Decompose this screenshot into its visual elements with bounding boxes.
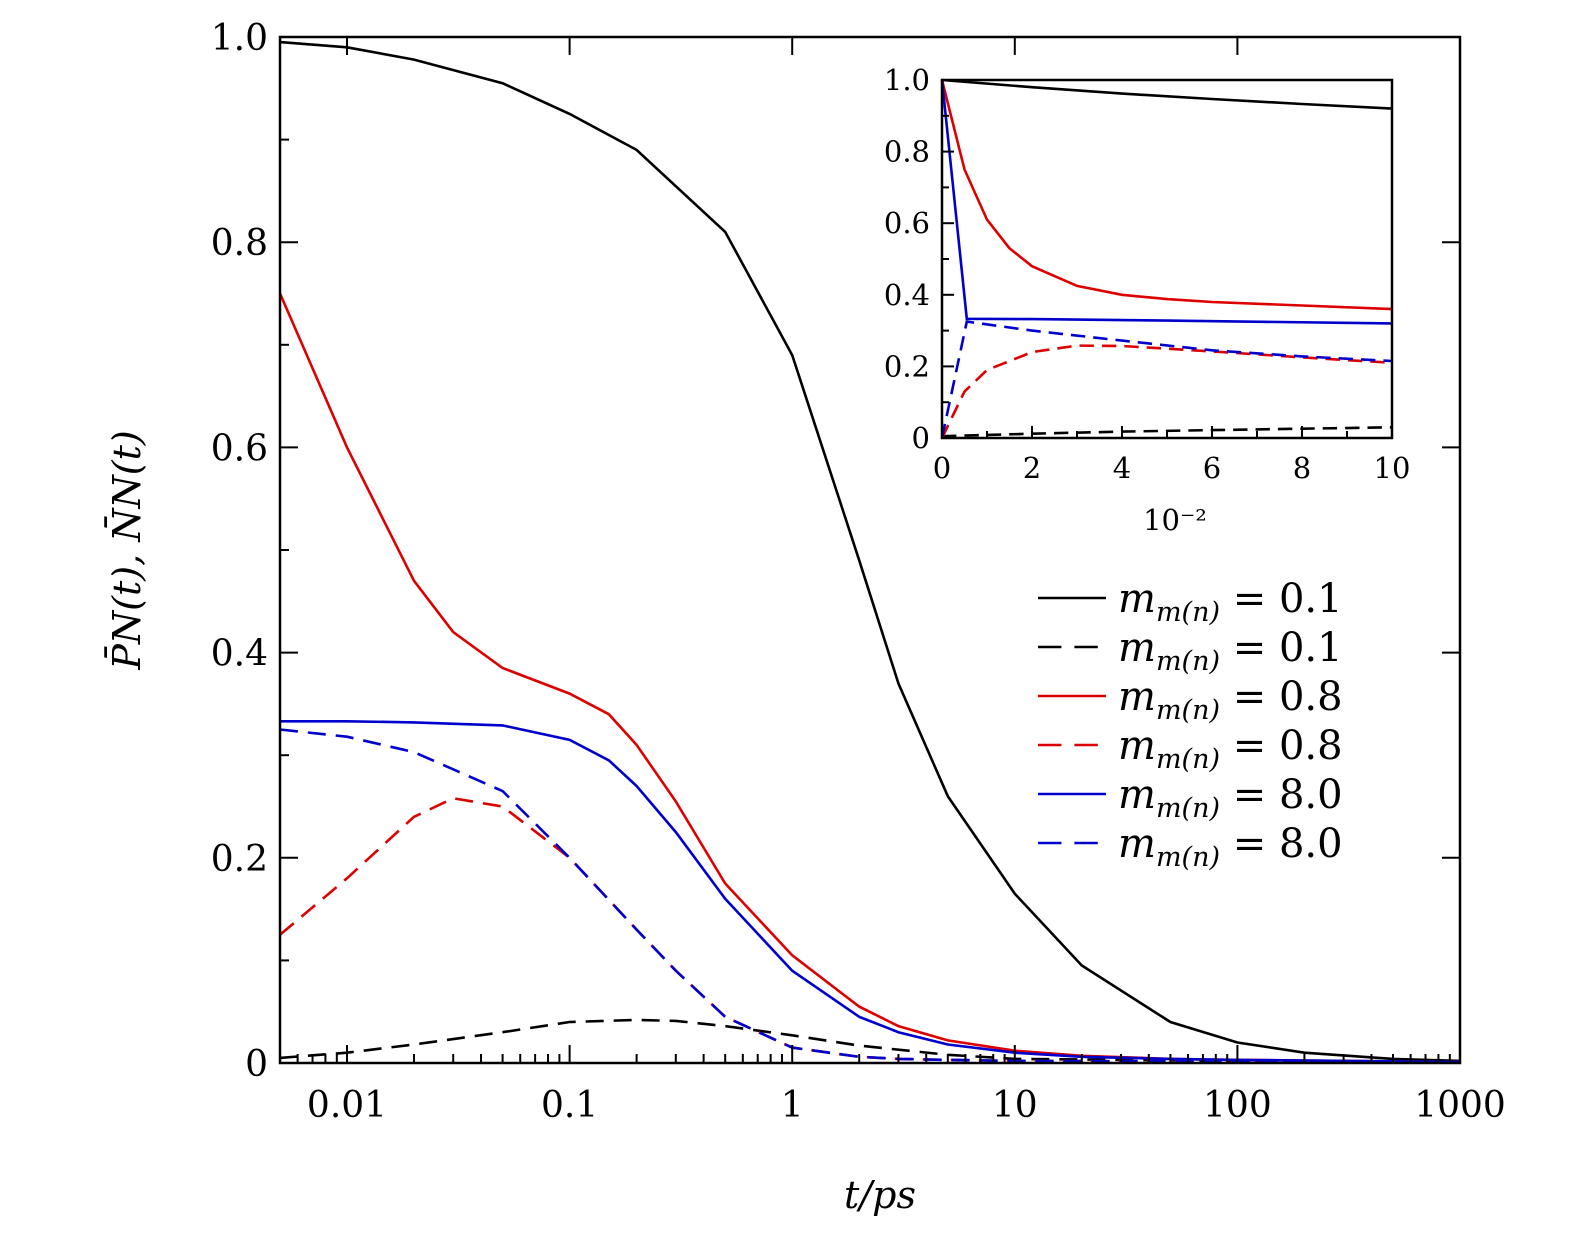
legend-value: = 8.0	[1220, 821, 1343, 867]
main-x-tick-label-3: 10	[992, 1085, 1038, 1126]
inset-x-tick-label-2: 4	[1113, 451, 1131, 485]
inset-y-tick-label-3: 0.6	[884, 206, 930, 240]
main-y-tick-label-0: 0	[245, 1044, 268, 1085]
inset-y-tick-label-5: 1.0	[884, 63, 930, 97]
main-y-tick-label-2: 0.4	[211, 634, 268, 675]
inset-y-tick-label-4: 0.8	[884, 135, 930, 169]
inset-x-tick-label-1: 2	[1023, 451, 1041, 485]
inset-x-tick-label-5: 10	[1374, 451, 1411, 485]
legend-subscript: m(n)	[1156, 842, 1220, 873]
main-x-tick-label-0: 0.01	[307, 1085, 387, 1126]
legend-var: m	[1118, 723, 1156, 769]
main-y-tick-label-5: 1.0	[211, 18, 268, 59]
main-y-axis-label: P̄N(t), N̄N(t)	[105, 430, 149, 670]
main-series-line-4	[280, 719, 1461, 1064]
legend-subscript: m(n)	[1156, 695, 1220, 726]
legend-entry-2: mm(n) = 0.8	[1118, 674, 1343, 726]
legend-value: = 0.1	[1220, 625, 1343, 671]
main-y-tick-label-4: 0.8	[211, 223, 268, 264]
inset-x-tick-label-3: 6	[1203, 451, 1221, 485]
main-series-line-1	[279, 1018, 1461, 1064]
main-x-axis-label: t/ps	[844, 1173, 916, 1217]
legend-var: m	[1118, 821, 1156, 867]
main-series-line-0	[279, 40, 1461, 1063]
legend-entry-3: mm(n) = 0.8	[1118, 723, 1343, 775]
inset-series-line-1	[941, 426, 1393, 438]
legend-subscript: m(n)	[1156, 597, 1220, 628]
inset-series-line-4	[940, 79, 1393, 325]
legend-subscript: m(n)	[1156, 793, 1220, 824]
main-x-tick-label-2: 1	[781, 1085, 804, 1126]
legend-subscript: m(n)	[1156, 646, 1220, 677]
inset-plot: 0 2 4 6 8 10 0 0.2 0.4 0.6 0.8 1.0 10⁻²	[884, 63, 1411, 537]
main-y-tick-label-3: 0.6	[211, 428, 268, 469]
legend-value: = 0.8	[1220, 723, 1343, 769]
inset-series-line-0	[941, 78, 1393, 110]
legend-var: m	[1118, 772, 1156, 818]
inset-y-tick-label-1: 0.2	[884, 349, 930, 383]
inset-series-line-5	[940, 320, 1393, 439]
legend-var: m	[1118, 576, 1156, 622]
legend-entry-4: mm(n) = 8.0	[1118, 772, 1343, 824]
legend: mm(n) = 0.1mm(n) = 0.1mm(n) = 0.8mm(n) =…	[1038, 576, 1343, 873]
inset-x-axis-label: 10⁻²	[1143, 503, 1207, 537]
main-plot: 0.01 0.1 1 10 100 100000.20.40.60.81.0t/psP̄N…	[105, 18, 1506, 1217]
main-x-tick-label-1: 0.1	[541, 1085, 598, 1126]
inset-x-tick-label-4: 8	[1293, 451, 1311, 485]
inset-series-line-2	[940, 79, 1393, 311]
legend-entry-0: mm(n) = 0.1	[1118, 576, 1343, 628]
legend-value: = 0.1	[1220, 576, 1343, 622]
inset-y-tick-label-2: 0.4	[884, 278, 930, 312]
legend-var: m	[1118, 625, 1156, 671]
inset-background	[942, 80, 1392, 438]
legend-value: = 8.0	[1220, 772, 1343, 818]
legend-var: m	[1118, 674, 1156, 720]
legend-entry-1: mm(n) = 0.1	[1118, 625, 1343, 677]
inset-y-tick-label-0: 0	[912, 421, 930, 455]
main-x-tick-label-4: 100	[1203, 1085, 1272, 1126]
inset-x-tick-label-0: 0	[933, 451, 951, 485]
main-y-tick-label-1: 0.2	[211, 839, 268, 880]
main-x-tick-label-5: 1000	[1414, 1085, 1506, 1126]
legend-value: = 0.8	[1220, 674, 1343, 720]
legend-entry-5: mm(n) = 8.0	[1118, 821, 1343, 873]
main-series-line-5	[279, 728, 1461, 1064]
legend-subscript: m(n)	[1156, 744, 1220, 775]
